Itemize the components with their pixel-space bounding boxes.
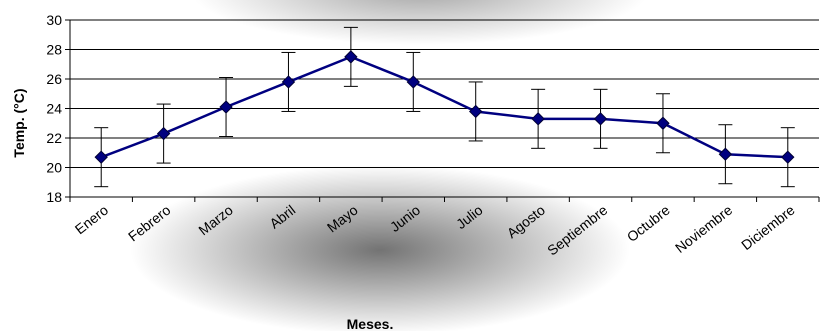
data-point-enero: [95, 151, 107, 163]
x-tick-label: Noviembre: [672, 202, 735, 256]
y-tick-label: 30: [46, 12, 62, 28]
y-tick-label: 18: [46, 189, 62, 205]
series-line-0: [101, 57, 788, 157]
y-tick-labels: 18 20 22 24 26 28 30: [46, 12, 62, 205]
data-point-noviembre: [719, 148, 731, 160]
y-tick-label: 20: [46, 160, 62, 176]
x-axis-title: Meses.: [347, 316, 394, 331]
series-line: [101, 57, 788, 157]
data-point-julio: [470, 105, 482, 117]
y-axis-title: Temp. (°C): [11, 88, 27, 157]
y-tick-label: 22: [46, 130, 62, 146]
data-point-septiembre: [595, 113, 607, 125]
data-point-diciembre: [782, 151, 794, 163]
y-tick-label: 24: [46, 101, 62, 117]
error-bars: [94, 27, 795, 186]
data-point-octubre: [657, 117, 669, 129]
y-tick-label: 26: [46, 71, 62, 87]
x-tick-label: Diciembre: [738, 202, 798, 254]
data-point-mayo: [345, 51, 357, 63]
data-points: [95, 51, 794, 163]
top-shadow: [190, 0, 650, 45]
x-tick-label: Enero: [72, 202, 111, 238]
data-point-junio: [407, 76, 419, 88]
x-tick-label: Octubre: [624, 202, 673, 245]
data-point-agosto: [532, 113, 544, 125]
y-tick-label: 28: [46, 42, 62, 58]
data-point-marzo: [220, 101, 232, 113]
data-point-abril: [282, 76, 294, 88]
